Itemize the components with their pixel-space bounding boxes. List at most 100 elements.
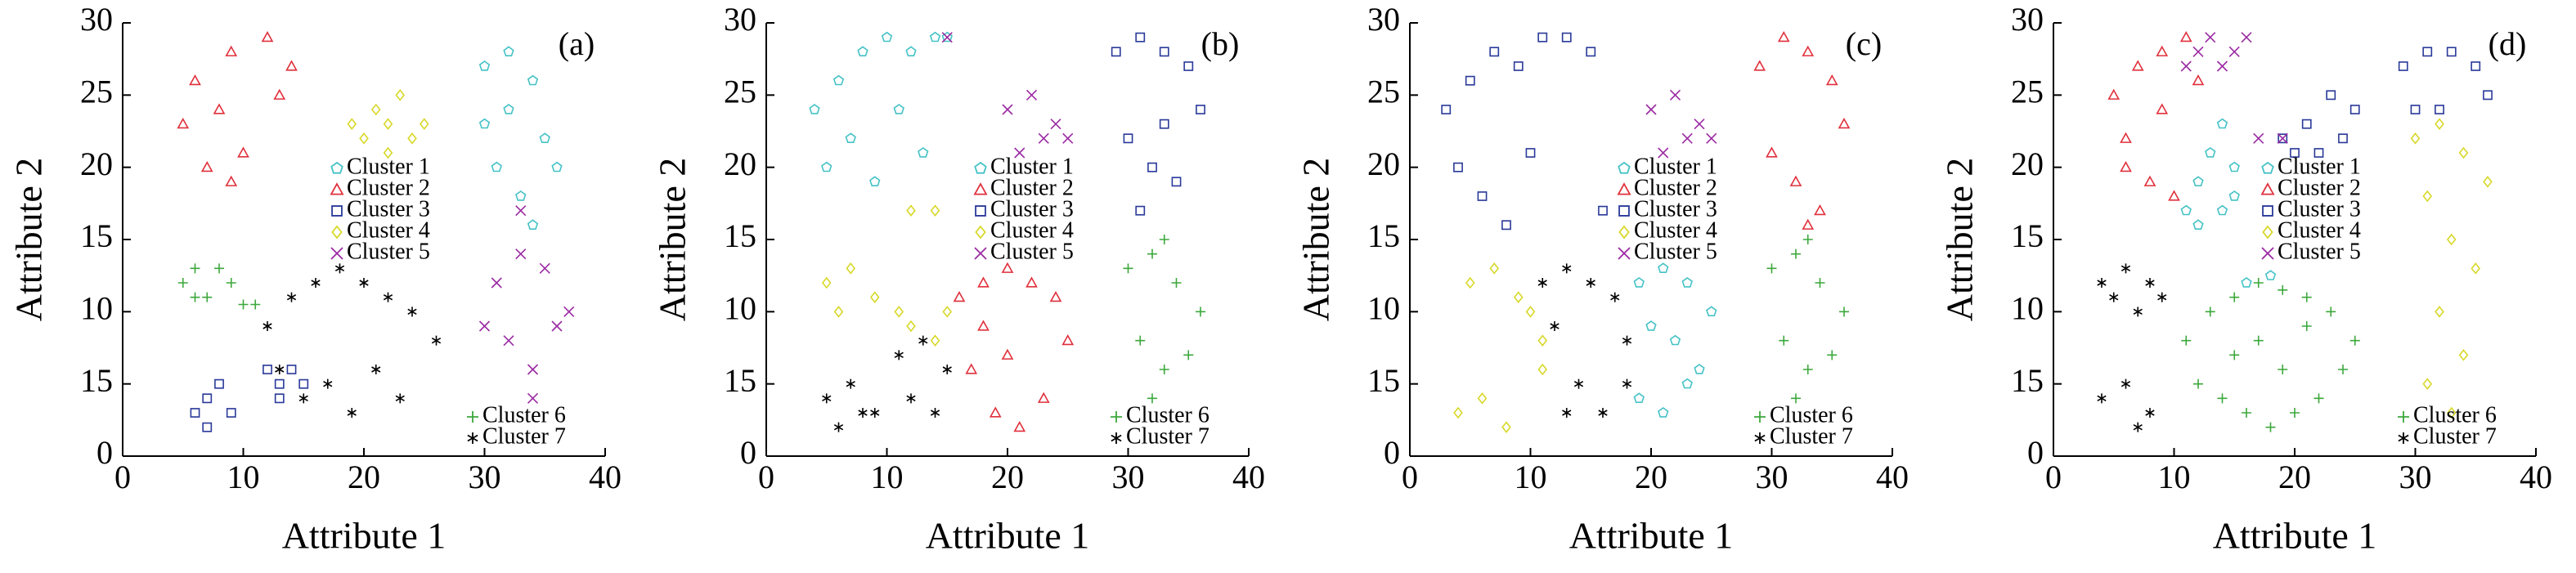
y-tick-label: 10 [2011,290,2044,327]
scatter-point [1839,307,1849,317]
legend-label: Cluster 4 [1634,217,1717,243]
scatter-point [941,31,953,43]
scatter-point [1135,205,1146,216]
legend-marker [467,411,478,423]
scatter-point [2264,270,2277,280]
legend-marker [331,225,343,239]
scatter-point [930,408,940,418]
legend-label: Cluster 5 [990,239,1074,264]
scatter-point [942,306,953,318]
scatter-point [833,306,844,318]
scatter-point [893,104,904,114]
scatter-point [298,378,309,389]
scatter-point [832,74,845,86]
legend-marker [2260,182,2275,195]
scatter-point [2228,161,2240,172]
scatter-point [2435,118,2444,130]
legend-label: Cluster 6 [1126,402,1209,428]
scatter-point [539,132,550,143]
scatter-point [2229,350,2240,360]
scatter-point [395,89,406,101]
y-tick-label: 30 [80,1,113,38]
scatter-point [2120,378,2131,389]
scatter-point [2205,32,2216,43]
scatter-point [177,278,188,288]
scatter-point [515,190,527,201]
y-tick-label: 20 [80,145,113,182]
scatter-point [870,408,880,418]
scatter-point [821,276,832,289]
scatter-point [1681,378,1693,389]
legend-label: Cluster 2 [2278,175,2361,200]
scatter-point [1061,334,1075,346]
legend-label: Cluster 2 [1634,175,1717,200]
scatter-point [1111,47,1121,57]
scatter-point [1453,162,1463,172]
scatter-point [202,422,213,432]
scatter-point [2229,292,2240,302]
scatter-point [941,32,953,43]
scatter-point [515,248,527,260]
legend-label: Cluster 3 [347,196,430,222]
legend-marker [2398,411,2409,423]
scatter-point [2192,219,2204,230]
scatter-point [881,31,893,43]
scatter-point [1814,204,1826,216]
scatter-point [1196,105,1205,114]
x-tick-label: 20 [1635,459,1667,495]
x-tick-label: 30 [1112,459,1145,495]
scatter-point [2290,408,2300,418]
scatter-point [2471,61,2481,71]
scatter-point [478,118,491,129]
legend-marker [974,161,987,174]
legend-label: Cluster 4 [2278,217,2361,243]
scatter-point [298,393,308,404]
scatter-point [822,393,832,404]
scatter-point [1159,119,1169,129]
scatter-point [2145,278,2155,288]
scatter-point [2301,321,2312,331]
scatter-point [371,365,381,374]
scatter-point [906,204,916,217]
scatter-point [1791,248,1801,259]
y-tick-label: 0 [2027,434,2044,471]
scatter-point [1147,248,1157,259]
scatter-point [2301,119,2312,129]
scatter-point [1135,32,1146,43]
scatter-point [905,46,917,56]
y-tick-label: 15 [724,217,756,254]
scatter-point [2265,422,2276,432]
panel-label: (c) [1846,25,1882,62]
legend-marker [330,182,344,195]
y-tick-label: 30 [1367,1,1400,38]
scatter-point [1645,104,1657,115]
x-tick-label: 0 [758,459,774,495]
scatter-point [894,350,904,360]
scatter-point [2446,47,2457,57]
scatter-point [2278,365,2288,374]
scatter-point [551,161,563,172]
scatter-point [225,45,238,56]
scatter-point [2338,133,2348,144]
scatter-point [2326,307,2336,317]
legend-label: Cluster 6 [2413,402,2497,428]
y-tick-label: 0 [740,434,756,471]
scatter-point [190,292,200,302]
scatter-point [906,320,916,333]
y-tick-label: 20 [1367,145,1400,182]
scatter-point [1525,306,1536,318]
y-tick-label: 30 [724,1,756,38]
legend-marker [1618,225,1630,239]
scatter-point [1562,408,1572,418]
panel: 0 10 20 30 40 0 15 10 15 20 25 30 Attribute 1 Attribu… [8,1,622,556]
legend-marker [1111,411,1122,423]
scatter-point [2143,175,2156,186]
legend-label: Cluster 6 [482,402,566,428]
scatter-point [431,335,442,346]
scatter-point [989,406,1002,418]
y-tick-label: 15 [1367,217,1400,254]
scatter-point [407,307,417,317]
scatter-point [2435,306,2444,318]
scatter-point [1123,133,1133,144]
